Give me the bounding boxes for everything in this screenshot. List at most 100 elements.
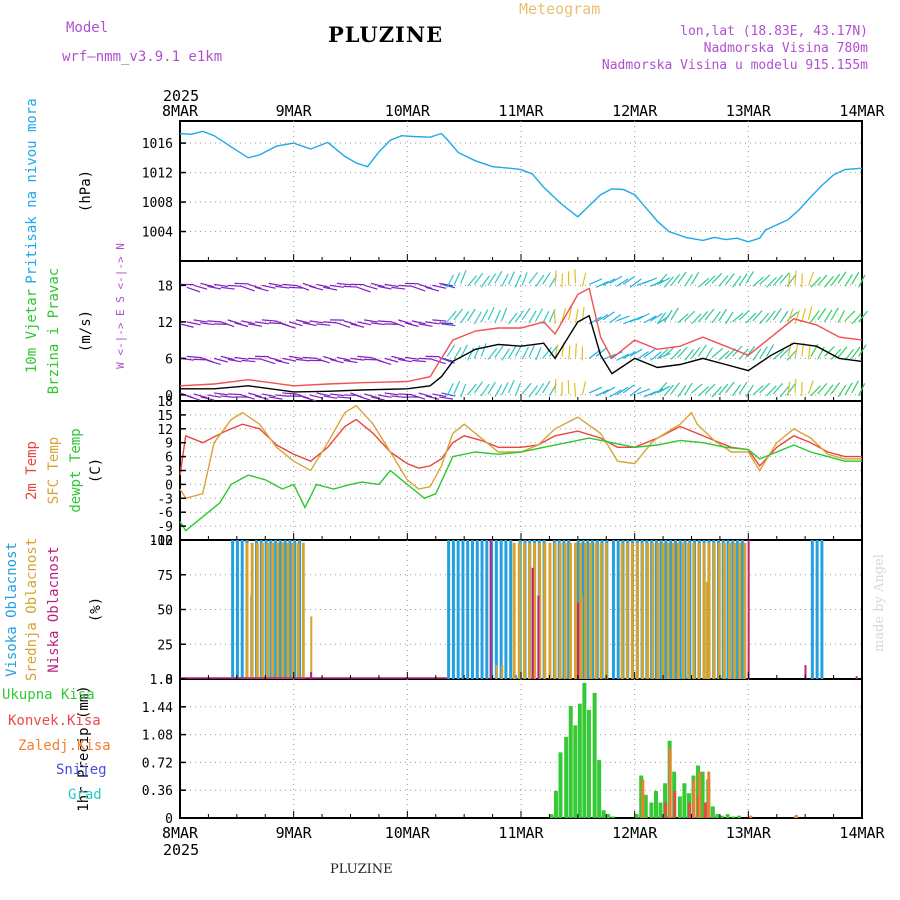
wind-barb — [460, 383, 467, 398]
wind-barb — [350, 357, 365, 361]
wind-barb — [446, 344, 456, 357]
wind-barb — [837, 271, 847, 284]
wind-barb — [745, 271, 754, 284]
cloud-bar — [543, 542, 547, 679]
wind-barb — [568, 306, 573, 320]
wind-barb — [377, 394, 392, 398]
wind-barb — [179, 323, 194, 328]
wind-barb — [704, 347, 714, 360]
wind-barb — [370, 396, 385, 401]
wind-barb — [830, 382, 841, 395]
cloud-bar — [738, 542, 742, 679]
wind-barb — [521, 346, 530, 360]
y-tick-label: 75 — [157, 569, 173, 584]
wind-barb — [460, 311, 470, 324]
wind-barb — [248, 392, 262, 398]
wind-barb — [501, 307, 508, 322]
y-tick-label: -12 — [150, 534, 173, 549]
wind-barb — [808, 380, 814, 395]
wind-barb — [616, 386, 629, 396]
cloud-bar — [274, 540, 278, 679]
precip-bar — [558, 752, 563, 818]
wind-barb — [528, 385, 538, 398]
wind-barb — [650, 351, 662, 361]
y-axis-label: (%) — [88, 597, 104, 622]
wind-barb — [602, 386, 616, 395]
x-tick-label-top: 12MAR — [612, 102, 658, 120]
wind-barbs — [179, 269, 869, 402]
cloud-bar — [527, 542, 531, 679]
cloud-bar — [533, 542, 537, 679]
y-tick-label: 0 — [165, 478, 173, 493]
wind-barb — [439, 322, 454, 325]
wind-barb — [282, 357, 297, 362]
precip-bar — [664, 802, 668, 818]
wind-barb — [336, 322, 351, 328]
wind-barb — [507, 271, 515, 285]
model-elevation-text: Nadmorska Visina u modelu 915.155m — [601, 58, 868, 73]
wind-barb — [759, 382, 771, 394]
y-tick-label: 0 — [165, 673, 173, 688]
cloud-bar — [558, 542, 562, 679]
wind-barb — [528, 344, 536, 358]
cloud-bar — [265, 542, 269, 679]
wind-barb — [241, 320, 256, 325]
axis-labels: 1004 1008 1012 1016 Pritisak na nivou mora (h… — [2, 87, 886, 859]
cloud-bar — [702, 542, 706, 679]
wind-barb — [398, 284, 413, 287]
y-tick-label: 6 — [165, 352, 173, 367]
cloud-bar — [635, 542, 639, 679]
wind-barb — [779, 385, 790, 398]
cloud-bar — [717, 542, 721, 679]
wind-barb — [588, 278, 603, 285]
wind-barb — [501, 273, 509, 287]
wind-barb — [391, 395, 406, 398]
wind-barb — [657, 385, 671, 394]
wind-barb — [193, 284, 208, 290]
wind-barb — [363, 284, 378, 290]
wind-barb — [787, 381, 791, 396]
x-tick-label-top: 14MAR — [839, 102, 885, 120]
cloud-bar — [283, 540, 287, 679]
wind-barb — [824, 346, 835, 357]
cloud-bar — [480, 540, 484, 679]
cloud-bar — [310, 672, 313, 679]
wind-barb — [704, 275, 716, 286]
wind-barb — [241, 394, 255, 400]
y-axis-label: Niska Oblacnost — [46, 546, 62, 672]
wind-barb — [656, 382, 668, 394]
wind-barb — [738, 309, 750, 321]
wind-barb — [609, 389, 622, 398]
precip-bar — [568, 706, 573, 818]
wind-barb — [473, 311, 482, 325]
wind-barb — [858, 274, 866, 288]
cloud-bar — [509, 540, 513, 679]
cloud-bar — [310, 616, 313, 679]
y-axis-label: (hPa) — [78, 170, 94, 212]
precip-bar — [663, 783, 668, 818]
wind-barb — [731, 275, 742, 288]
wind-barb — [691, 313, 702, 325]
cloud-bar — [466, 540, 470, 679]
wind-barb — [528, 310, 537, 324]
y-tick-label: -9 — [157, 520, 173, 535]
wind-barb — [295, 358, 310, 362]
precip-bar — [592, 692, 597, 818]
precip-bar — [715, 814, 720, 818]
wind-barb — [772, 308, 782, 321]
wind-barb — [207, 320, 222, 323]
cloud-bar — [495, 665, 498, 679]
wind-barb — [588, 349, 601, 359]
wind-barb — [794, 378, 797, 393]
cloud-bar — [728, 542, 732, 679]
wind-barb — [302, 322, 317, 327]
cloud-bar — [537, 595, 540, 679]
wind-barb — [302, 396, 317, 402]
wind-barb — [425, 395, 440, 400]
cloud-bar — [743, 542, 747, 679]
precip-bar — [586, 709, 591, 818]
chart-marks — [179, 130, 863, 818]
wind-barb — [824, 384, 834, 397]
wind-barb — [418, 323, 433, 327]
wind-barb — [718, 350, 730, 361]
